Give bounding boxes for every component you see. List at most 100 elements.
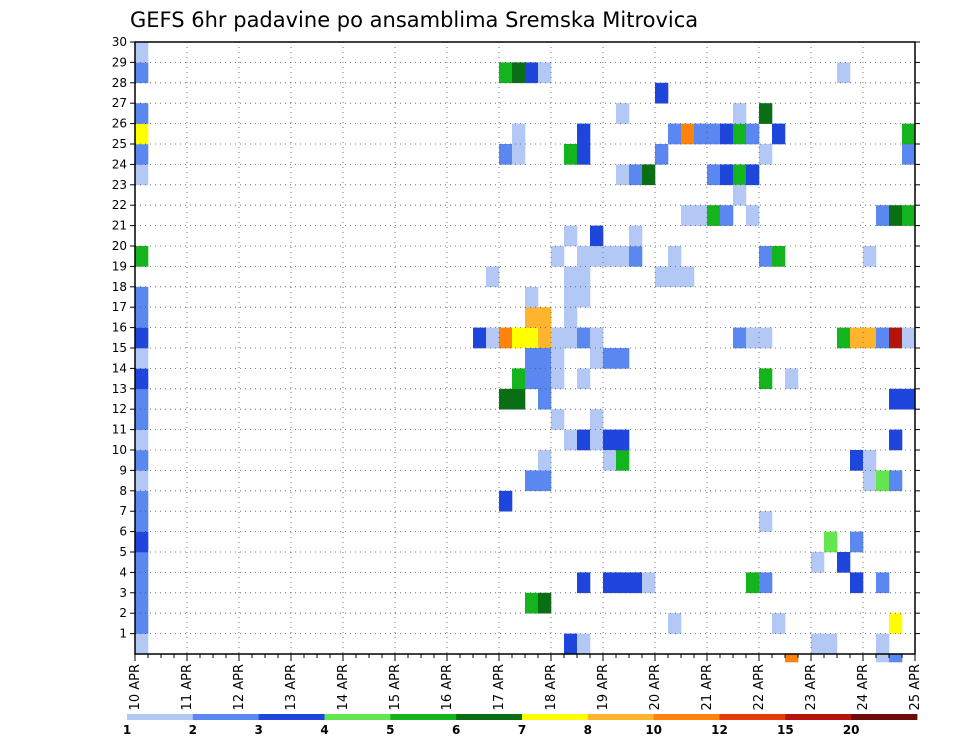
heatmap-cell bbox=[590, 327, 604, 349]
heatmap-cell bbox=[746, 572, 760, 594]
colorbar-swatch bbox=[522, 714, 589, 720]
heatmap-cell bbox=[473, 327, 487, 349]
heatmap-cell bbox=[577, 123, 591, 145]
heatmap-cell bbox=[135, 144, 149, 165]
y-tick-label: 6 bbox=[119, 525, 127, 539]
heatmap-cell bbox=[876, 633, 890, 655]
heatmap-cell bbox=[551, 348, 565, 369]
colorbar-swatch bbox=[719, 714, 786, 720]
heatmap-cell bbox=[135, 307, 149, 328]
heatmap-cell bbox=[733, 103, 747, 124]
heatmap-cell bbox=[538, 307, 552, 328]
y-tick-label: 22 bbox=[112, 198, 127, 212]
heatmap-cell bbox=[889, 205, 903, 226]
heatmap-cell bbox=[850, 531, 864, 553]
heatmap-cell bbox=[759, 246, 773, 267]
heatmap-cell bbox=[564, 286, 578, 308]
heatmap-cell bbox=[759, 327, 773, 349]
heatmap-cell bbox=[577, 144, 591, 165]
y-tick-label: 24 bbox=[112, 157, 127, 171]
x-tick-label: 23 APR bbox=[804, 664, 819, 710]
heatmap-cell bbox=[668, 613, 682, 634]
heatmap-cell bbox=[733, 184, 747, 206]
heatmap-cell bbox=[525, 307, 539, 328]
heatmap-cell bbox=[837, 62, 851, 84]
heatmap-cell bbox=[135, 123, 149, 145]
heatmap-cell bbox=[837, 552, 851, 573]
heatmap-cell bbox=[863, 450, 877, 471]
x-tick-label: 20 APR bbox=[648, 664, 663, 710]
y-tick-label: 27 bbox=[112, 96, 127, 110]
colorbar-swatch bbox=[456, 714, 523, 720]
heatmap-cell bbox=[733, 327, 747, 349]
heatmap-cell bbox=[512, 62, 526, 84]
y-tick-label: 20 bbox=[112, 239, 127, 253]
heatmap-cell bbox=[746, 205, 760, 226]
heatmap-cell bbox=[616, 103, 630, 124]
grid-lines bbox=[135, 42, 915, 654]
heatmap-cell bbox=[590, 429, 604, 451]
x-tick-label: 25 APR bbox=[908, 664, 923, 710]
heatmap-cell bbox=[538, 592, 552, 614]
heatmap-cell bbox=[577, 368, 591, 390]
heatmap-cell bbox=[629, 246, 643, 267]
heatmap-cell bbox=[135, 62, 149, 84]
x-tick-label: 22 APR bbox=[752, 664, 767, 710]
colorbar-swatch bbox=[785, 714, 852, 720]
heatmap-cell bbox=[681, 123, 695, 145]
x-tick-label: 14 APR bbox=[336, 664, 351, 710]
heatmap-cell bbox=[135, 450, 149, 471]
heatmap-cell bbox=[889, 327, 903, 349]
heatmap-cell bbox=[135, 592, 149, 614]
heatmap-cell bbox=[616, 348, 630, 369]
colorbar-label: 8 bbox=[584, 723, 592, 737]
chart-title: GEFS 6hr padavine po ansamblima Sremska … bbox=[130, 8, 698, 32]
heatmap-cell bbox=[577, 246, 591, 267]
heatmap-cell bbox=[694, 205, 708, 226]
heatmap-cell bbox=[902, 205, 916, 226]
y-tick-label: 5 bbox=[119, 545, 127, 559]
x-tick-label: 21 APR bbox=[700, 664, 715, 710]
heatmap-cell bbox=[135, 572, 149, 594]
heatmap-cell bbox=[525, 470, 539, 492]
colorbar-swatch bbox=[127, 714, 194, 720]
heatmap-cell bbox=[590, 225, 604, 247]
heatmap-cell bbox=[135, 246, 149, 267]
heatmap-cell bbox=[889, 388, 903, 410]
y-tick-label: 12 bbox=[112, 402, 127, 416]
heatmap-cell bbox=[538, 327, 552, 349]
heatmap-cell bbox=[512, 388, 526, 410]
colorbar-swatch bbox=[587, 714, 655, 720]
x-tick-label: 16 APR bbox=[440, 664, 455, 710]
heatmap-cell bbox=[525, 368, 539, 390]
heatmap-cell bbox=[577, 429, 591, 451]
heatmap-cell bbox=[889, 429, 903, 451]
colorbar-swatch bbox=[653, 714, 720, 720]
heatmap-cell bbox=[772, 123, 786, 145]
heatmap-cell bbox=[590, 348, 604, 369]
heatmap-cell bbox=[759, 144, 773, 165]
x-axis-ticks: 10 APR 11 APR 12 APR 13 APR 14 APR 15 APR 16 A… bbox=[128, 654, 923, 710]
heatmap-cell bbox=[655, 266, 669, 288]
heatmap-cell bbox=[824, 531, 838, 553]
y-tick-label: 8 bbox=[119, 484, 127, 498]
y-tick-label: 16 bbox=[112, 321, 127, 335]
heatmap-cell bbox=[655, 144, 669, 165]
heatmap-cell bbox=[811, 552, 825, 573]
heatmap-cell bbox=[603, 246, 617, 267]
colorbar-label: 3 bbox=[254, 723, 262, 737]
heatmap-cell bbox=[668, 266, 682, 288]
heatmap-cell bbox=[577, 572, 591, 594]
heatmap-cell bbox=[655, 82, 669, 104]
heatmap-cell bbox=[863, 470, 877, 492]
y-tick-label: 19 bbox=[112, 259, 127, 273]
x-tick-label: 24 APR bbox=[856, 664, 871, 710]
heatmap-cell bbox=[512, 327, 526, 349]
y-tick-label: 13 bbox=[112, 382, 127, 396]
heatmap-cell bbox=[564, 225, 578, 247]
heatmap-cell bbox=[629, 225, 643, 247]
y-tick-label: 3 bbox=[119, 586, 127, 600]
y-tick-label: 10 bbox=[112, 443, 127, 457]
heatmap-cell bbox=[759, 103, 773, 124]
